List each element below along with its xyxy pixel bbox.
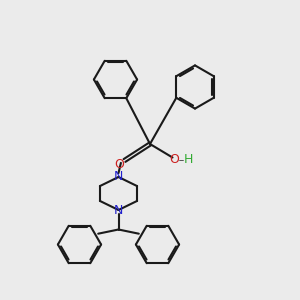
Text: N: N — [114, 204, 123, 217]
Text: O: O — [169, 153, 179, 167]
Text: N: N — [114, 170, 123, 183]
Text: H: H — [183, 153, 193, 167]
Text: O: O — [114, 158, 124, 171]
